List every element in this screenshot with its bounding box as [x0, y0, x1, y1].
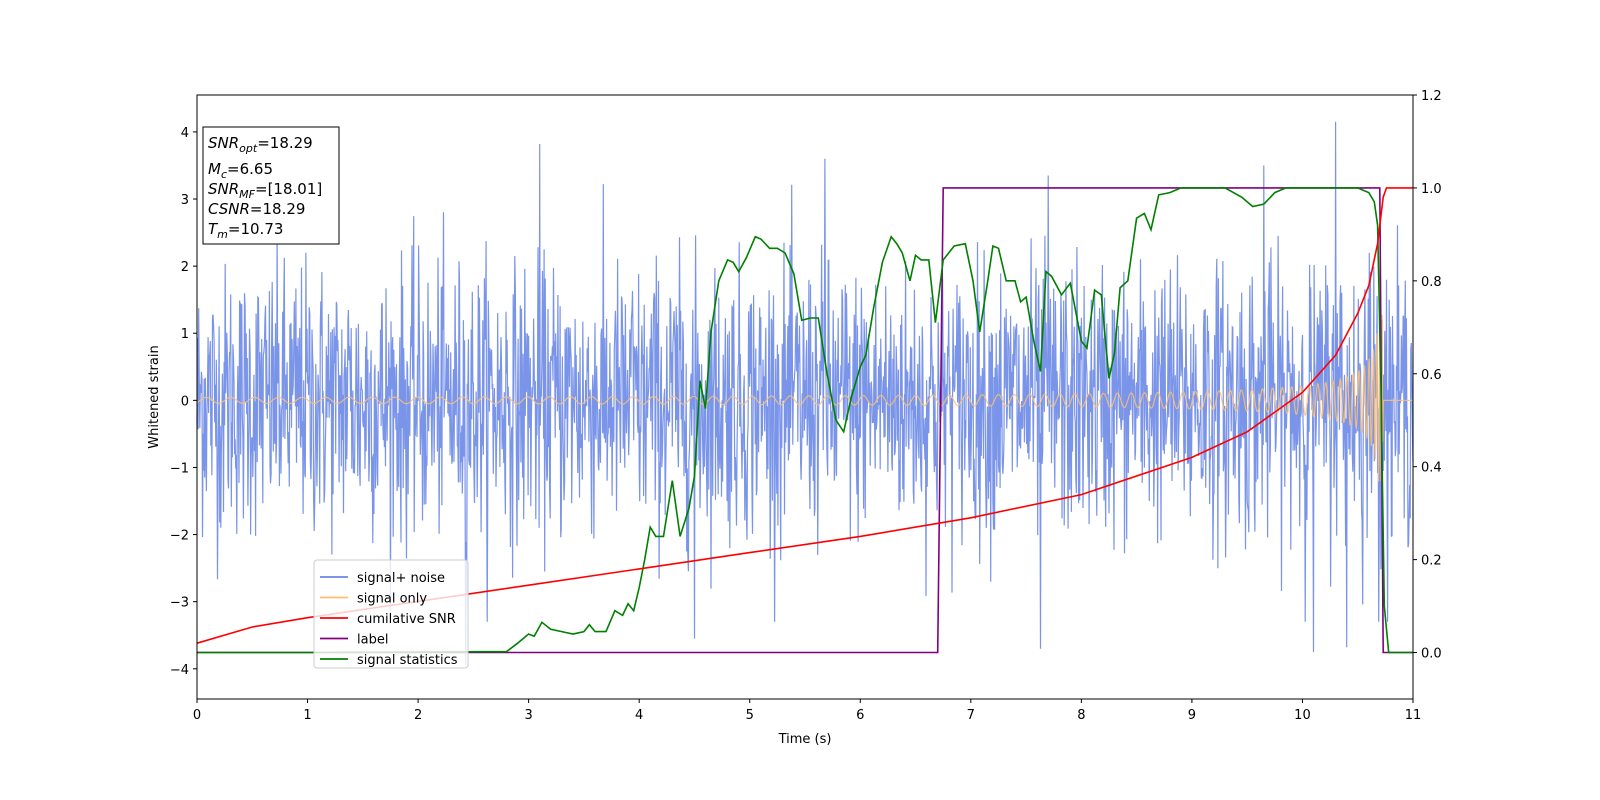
plot-frame — [196, 94, 1414, 700]
y-axis-title: Whitened strain — [147, 345, 162, 448]
y2-tick-label: 0.6 — [1421, 368, 1442, 383]
csnr-annotation: CSNR=18.29 — [208, 200, 305, 218]
legend-label: signal statistics — [357, 653, 458, 668]
x-tick-label: 4 — [635, 708, 643, 723]
y-tick-label: −2 — [170, 529, 189, 544]
legend-label: signal only — [357, 592, 427, 607]
y-axis-left: −4 −3 −2 −1 0 1 2 3 4 — [170, 126, 197, 678]
y-tick-label: 3 — [181, 193, 189, 208]
legend-label: label — [357, 633, 388, 648]
x-tick-label: 7 — [967, 708, 975, 723]
y2-tick-label: 0.2 — [1421, 554, 1442, 569]
y-axis-right: 0.0 0.2 0.4 0.6 0.8 1.0 1.2 — [1413, 89, 1442, 662]
legend-label: signal+ noise — [357, 571, 445, 586]
snr-mf-annotation: SNRMF=[18.01] — [208, 180, 322, 201]
signal-statistics-line — [197, 187, 1413, 654]
y2-tick-label: 1.0 — [1421, 182, 1442, 197]
signal-noise-line — [196, 121, 1414, 666]
y-tick-label: 1 — [181, 327, 189, 342]
x-tick-label: 2 — [414, 708, 422, 723]
signal-only-line — [196, 314, 1413, 482]
x-tick-label: 5 — [746, 708, 754, 723]
y2-tick-label: 0.0 — [1421, 647, 1442, 662]
y2-tick-label: 1.2 — [1421, 89, 1442, 104]
mc-annotation: Mc=6.65 — [208, 160, 273, 181]
legend-box — [313, 559, 469, 669]
x-tick-label: 10 — [1294, 708, 1311, 723]
x-tick-label: 8 — [1077, 708, 1085, 723]
y-tick-label: −3 — [170, 596, 189, 611]
x-tick-label: 9 — [1188, 708, 1196, 723]
tm-annotation: Tm=10.73 — [208, 220, 283, 241]
y-tick-label: 0 — [181, 394, 189, 409]
signal-only-path — [196, 314, 1413, 482]
y-tick-label: −4 — [170, 663, 189, 678]
annotation-box: SNRopt=18.29 Mc=6.65 SNRMF=[18.01] CSNR=… — [202, 126, 340, 245]
y-tick-label: 2 — [181, 260, 189, 275]
y-tick-label: 4 — [181, 126, 189, 141]
x-tick-label: 11 — [1405, 708, 1422, 723]
legend-label: cumilative SNR — [357, 612, 456, 627]
x-tick-label: 1 — [303, 708, 311, 723]
legend: signal+ noise signal only cumilative SNR la… — [313, 559, 469, 669]
x-axis-title: Time (s) — [778, 732, 832, 747]
signal-noise-path — [196, 121, 1414, 666]
x-axis: 0 1 2 3 4 5 6 7 8 9 10 11 — [193, 699, 1421, 723]
snr-opt-annotation: SNRopt=18.29 — [208, 134, 313, 155]
x-tick-label: 6 — [856, 708, 864, 723]
y2-tick-label: 0.8 — [1421, 275, 1442, 290]
y2-tick-label: 0.4 — [1421, 461, 1442, 476]
x-tick-label: 3 — [524, 708, 532, 723]
x-tick-label: 0 — [193, 708, 201, 723]
y-tick-label: −1 — [170, 461, 189, 476]
